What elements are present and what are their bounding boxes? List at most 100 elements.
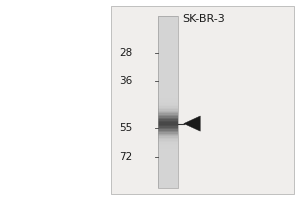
Bar [158,49,178,50]
Bar [158,69,178,70]
Bar [158,148,178,149]
Bar [158,178,178,179]
Bar [158,169,178,171]
Bar [158,172,178,174]
Bar [158,79,178,81]
Text: SK-BR-3: SK-BR-3 [183,14,225,24]
Bar [158,33,178,35]
Bar [158,184,178,185]
Bar [158,23,178,25]
Bar [158,146,178,148]
Bar [158,85,178,86]
Bar [158,118,178,119]
Bar [158,102,178,103]
Bar [158,121,178,122]
Bar [158,106,178,108]
Bar [158,126,178,128]
Bar [158,99,178,101]
Bar [158,162,178,164]
Bar [158,45,178,46]
Text: 36: 36 [119,76,132,86]
Text: 72: 72 [119,152,132,162]
Bar [158,38,178,39]
Bar [158,171,178,172]
Bar [158,151,178,152]
Bar [158,70,178,72]
Bar [158,111,178,112]
Bar [158,166,178,168]
Bar [158,156,178,158]
Bar [158,187,178,188]
Bar [158,62,178,63]
Bar [158,60,178,62]
Bar [158,91,178,92]
Bar [158,78,178,79]
Bar [158,73,178,75]
Bar [158,105,178,106]
Bar [158,168,178,169]
Bar [158,55,178,56]
Bar [158,81,178,82]
Bar [158,16,178,17]
Bar [158,154,178,155]
Bar [158,98,178,99]
Bar [158,53,178,55]
Bar [158,86,178,88]
Bar [158,30,178,32]
Bar [158,158,178,159]
Bar [158,92,178,93]
Bar [158,66,178,68]
Bar [158,145,178,146]
Bar [158,40,178,42]
Bar [158,25,178,26]
Bar [158,134,178,135]
Bar [158,129,178,131]
Bar [158,142,178,144]
Bar [158,48,178,49]
Bar [158,155,178,156]
Bar [158,19,178,20]
Bar [158,144,178,145]
Bar [158,72,178,73]
Bar [158,125,178,126]
Bar [158,103,178,105]
Bar [158,58,178,59]
Bar [158,141,178,142]
Bar [158,42,178,43]
Bar [158,179,178,181]
Bar [158,123,178,125]
Bar [158,39,178,40]
Text: 55: 55 [119,123,132,133]
Bar [158,101,178,102]
Bar [158,165,178,166]
Bar [158,50,178,52]
Bar [158,52,178,53]
Bar [158,136,178,138]
Bar [111,6,294,194]
Bar [158,149,178,151]
Bar [158,35,178,36]
Bar [158,22,178,23]
Bar [158,59,178,60]
Bar [158,89,178,91]
Bar [158,115,178,116]
Bar [158,164,178,165]
Bar [158,93,178,95]
Bar [158,20,178,22]
Bar [158,29,178,30]
Bar [158,175,178,177]
Bar [158,36,178,38]
Bar [158,63,178,65]
Bar [158,128,178,129]
Bar [158,116,178,118]
Bar [158,181,178,182]
Bar [158,75,178,76]
Polygon shape [184,116,200,131]
Bar [158,159,178,161]
Bar [158,76,178,78]
Bar [158,113,178,115]
Text: 28: 28 [119,48,132,58]
Bar [158,119,178,121]
Bar [158,185,178,187]
Bar [158,112,178,113]
